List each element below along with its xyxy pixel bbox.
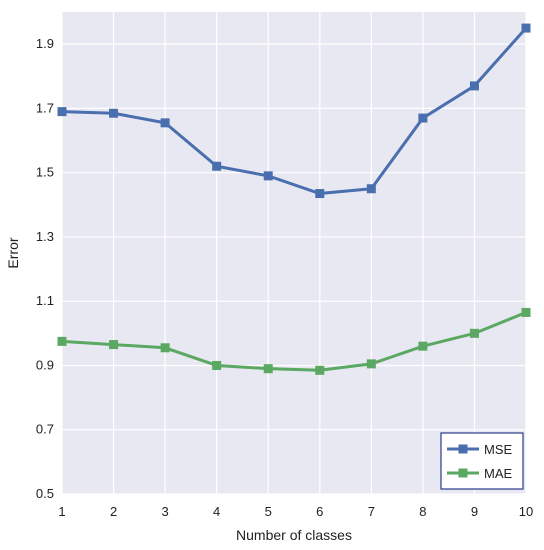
data-point-mae — [469, 328, 479, 338]
data-point-mse — [521, 23, 531, 33]
legend-box — [440, 432, 524, 490]
legend: MSE MAE — [440, 432, 524, 490]
data-point-mse — [212, 161, 222, 171]
y-axis-title: Error — [5, 237, 21, 268]
x-axis-title: Number of classes — [236, 527, 352, 543]
legend-marker-mae — [458, 468, 468, 478]
y-tick-label: 1.3 — [36, 229, 54, 244]
data-point-mse — [469, 81, 479, 91]
x-tick-label: 7 — [368, 504, 375, 519]
series-lines — [57, 23, 531, 375]
legend-label-mse: MSE — [484, 442, 513, 457]
data-point-mse — [263, 171, 273, 181]
x-tick-label: 6 — [316, 504, 323, 519]
x-tick-label: 3 — [161, 504, 168, 519]
y-tick-label: 1.9 — [36, 36, 54, 51]
x-tick-label: 10 — [519, 504, 533, 519]
x-tick-label: 9 — [471, 504, 478, 519]
data-point-mse — [315, 189, 325, 199]
y-tick-label: 1.1 — [36, 293, 54, 308]
legend-marker-mse — [458, 444, 468, 454]
x-tick-label: 4 — [213, 504, 220, 519]
data-point-mae — [418, 341, 428, 351]
data-point-mse — [418, 113, 428, 123]
x-tick-label: 1 — [58, 504, 65, 519]
data-point-mae — [521, 307, 531, 317]
data-point-mae — [212, 360, 222, 370]
y-tick-label: 0.9 — [36, 357, 54, 372]
plot-area — [62, 12, 526, 494]
data-point-mae — [315, 365, 325, 375]
legend-label-mae: MAE — [484, 466, 513, 481]
x-axis-ticks: 1 2 3 4 5 6 7 8 9 10 — [58, 504, 533, 519]
series-line-mae — [61, 311, 527, 372]
data-point-mse — [57, 107, 67, 117]
data-point-mae — [57, 336, 67, 346]
data-point-mse — [366, 184, 376, 194]
series-line-mse — [61, 27, 528, 196]
x-tick-label: 2 — [110, 504, 117, 519]
data-point-mae — [366, 359, 376, 369]
x-tick-label: 8 — [419, 504, 426, 519]
data-point-mse — [109, 108, 119, 118]
y-tick-label: 1.7 — [36, 100, 54, 115]
x-tick-label: 5 — [265, 504, 272, 519]
y-tick-label: 1.5 — [36, 165, 54, 180]
y-tick-label: 0.7 — [36, 422, 54, 437]
data-point-mae — [263, 364, 273, 374]
data-point-mae — [160, 343, 170, 353]
data-point-mse — [160, 118, 170, 128]
data-point-mae — [109, 340, 119, 350]
y-axis-ticks: 0.5 0.7 0.9 1.1 1.3 1.5 1.7 1.9 — [36, 36, 54, 501]
grid-lines — [61, 12, 527, 495]
y-tick-label: 0.5 — [36, 486, 54, 501]
